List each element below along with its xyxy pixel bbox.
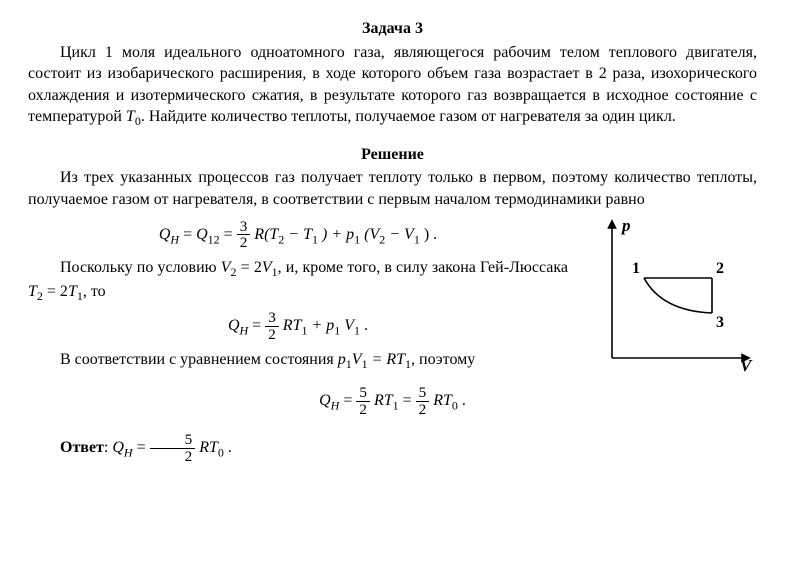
point-1-label: 1 [632, 260, 640, 277]
eq1-QH: Q [159, 226, 171, 243]
eq2-V-sub: 1 [354, 324, 360, 338]
eq3-eq2: = [403, 392, 416, 409]
ans-RT0: RT [199, 439, 218, 456]
eq3-frac1-den: 2 [356, 402, 370, 418]
eq3-eq1: = [343, 392, 356, 409]
eq2-p-sub: 1 [334, 324, 340, 338]
equation-3: QH = 52 RT1 = 52 RT0 . [28, 385, 757, 418]
ans-Q-sub: H [124, 445, 133, 459]
cycle-isotherm [644, 278, 712, 313]
ans-eq: = [137, 439, 150, 456]
eq1-QH-sub: H [170, 232, 179, 246]
eq1-seg-b: − T [288, 226, 312, 243]
eq2-RT-sub: 1 [301, 324, 307, 338]
solution-para-1: Из трех указанных процессов газ получает… [28, 167, 757, 210]
ans-RT0-sub: 0 [218, 445, 224, 459]
ans-Q: Q [112, 439, 124, 456]
axis-p-label: p [620, 216, 631, 235]
eq1-seg-e: − V [389, 226, 414, 243]
eq1-Q12: Q [196, 226, 208, 243]
eq2-RT: RT [283, 317, 302, 334]
s2-V1: V [262, 259, 272, 276]
s2-T2: T [28, 283, 37, 300]
eq2-frac-num: 3 [265, 310, 279, 327]
axis-v-label: V [740, 356, 753, 373]
eq2-frac-den: 2 [265, 327, 279, 343]
equation-2: QH = 32 RT1 + p1 V1 . [28, 310, 568, 343]
ans-end: . [228, 439, 232, 456]
eq2-plus: + p [311, 317, 334, 334]
problem-heading: Задача 3 [28, 18, 757, 40]
solution-heading: Решение [28, 144, 757, 166]
eq1-frac: 32 [237, 219, 251, 252]
s2-V2: V [221, 259, 231, 276]
s3-p: p [338, 351, 346, 368]
ans-frac: 52 [150, 432, 196, 465]
pv-diagram: p V 1 2 3 [582, 213, 757, 373]
s2-b: , и, кроме того, в силу закона Гей-Люсса… [278, 259, 568, 276]
eq3-RT1: RT [374, 392, 393, 409]
eq3-frac-1: 52 [356, 385, 370, 418]
s3-a: В соответствии с уравнением состояния [60, 351, 338, 368]
eq1-seg-c: ) + p [322, 226, 354, 243]
eq3-frac2-num: 5 [416, 385, 430, 402]
solution-para-2: Поскольку по условию V2 = 2V1, и, кроме … [28, 257, 568, 304]
s2-eq2: = 2 [43, 283, 68, 300]
s3-b: , поэтому [411, 351, 475, 368]
eq2-eq: = [252, 317, 265, 334]
eq1-Q12-sub: 12 [208, 232, 220, 246]
equation-1: QH = Q12 = 32 R(T2 − T1 ) + p1 (V2 − V1 … [28, 219, 568, 252]
eq1-seg-e-sub: 1 [414, 232, 420, 246]
answer-label: Ответ [60, 439, 104, 456]
eq1-frac-num: 3 [237, 219, 251, 236]
eq1-seg-a: R(T [254, 226, 278, 243]
s2-c: , то [83, 283, 106, 300]
eq1-eq2: = [224, 226, 237, 243]
s3-eq: = RT [368, 351, 405, 368]
eq2-frac: 32 [265, 310, 279, 343]
solution-para-3: В соответствии с уравнением состояния p1… [28, 349, 568, 372]
ans-frac-den: 2 [150, 449, 196, 465]
eq2-end: . [364, 317, 368, 334]
s2-eq1: = 2 [237, 259, 262, 276]
eq3-frac-2: 52 [416, 385, 430, 418]
point-3-label: 3 [716, 314, 724, 331]
eq1-seg-b-sub: 1 [312, 232, 318, 246]
eq3-frac1-num: 5 [356, 385, 370, 402]
ans-frac-num: 5 [150, 432, 196, 449]
eq3-end: . [462, 392, 466, 409]
eq2-Q: Q [228, 317, 240, 334]
eq1-seg-f: ) . [424, 226, 437, 243]
s3-V: V [352, 351, 362, 368]
eq3-RT0-sub: 0 [452, 398, 458, 412]
eq3-RT0: RT [433, 392, 452, 409]
eq1-eq1: = [183, 226, 196, 243]
s2-a: Поскольку по условию [60, 259, 221, 276]
eq1-seg-d-sub: 2 [379, 232, 385, 246]
s2-T1: T [68, 283, 77, 300]
eq2-V: V [344, 317, 354, 334]
eq3-RT1-sub: 1 [393, 398, 399, 412]
eq1-seg-d: (V [364, 226, 379, 243]
problem-text: Цикл 1 моля идеального одноатомного газа… [28, 42, 757, 130]
eq1-frac-den: 2 [237, 235, 251, 251]
eq1-seg-a-sub: 2 [278, 232, 284, 246]
symbol-T0: T [126, 108, 135, 125]
eq2-Q-sub: H [240, 324, 249, 338]
eq3-Q: Q [319, 392, 331, 409]
eq1-seg-c-sub: 1 [354, 232, 360, 246]
eq3-Q-sub: H [331, 398, 340, 412]
answer-row: Ответ: QH = 52 RT0 . [28, 432, 757, 465]
problem-text-b: . Найдите количество теплоты, получаемое… [141, 108, 676, 125]
point-2-label: 2 [716, 260, 724, 277]
eq3-frac2-den: 2 [416, 402, 430, 418]
